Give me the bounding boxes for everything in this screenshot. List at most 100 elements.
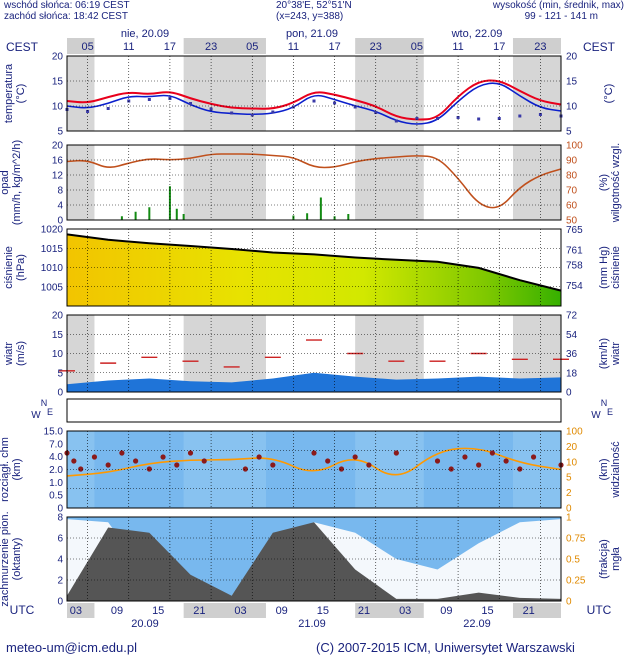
hour-label-top: 05 [246,41,258,53]
compass-w: W [31,410,41,421]
wind-axis-label-right: wiatr [610,342,622,367]
fog-axis-label: mgła [610,546,622,571]
y-tick-right: 765 [566,225,583,236]
footer-email[interactable]: meteo-um@icm.edu.pl [6,640,137,655]
cloud-base-dot [174,462,180,468]
ground-temp-line [66,82,562,125]
cloud-base-dot [311,450,317,456]
y-tick-left: 12 [52,171,64,182]
hour-label-top: 17 [164,41,176,53]
dew-point-marker [518,114,522,118]
cloud-base-dot [78,466,84,472]
dew-point-marker [477,117,481,121]
y-tick-left: 1015 [41,244,64,255]
pressure-line [66,233,562,292]
hour-label-bottom: 09 [276,605,288,617]
cloud-base-dot [105,462,111,468]
precip-bar [168,186,171,220]
visibility-tick: 2 [566,488,572,499]
fog-tick: 0 [566,597,572,608]
cloud-base-dot [242,466,248,472]
y-tick-right: 20 [566,52,578,63]
pressure-axis-label: ciśnienie [3,246,15,289]
dew-point-marker [333,101,337,105]
fog-axis-label: (frakcja) [598,539,610,579]
dew-point-marker [538,113,542,116]
panel-frame [66,55,562,132]
cloud-base-dot [270,462,276,468]
y-tick-left: 0 [57,597,63,608]
dew-point-marker [209,107,213,111]
cloud-base-dot [489,450,495,456]
pressure-axis-label-right: (mm Hg) [598,246,610,289]
compass-n-right: N [601,398,608,408]
y-tick-left: 4.0 [49,452,63,463]
y-tick-left: 8 [57,186,63,197]
hour-label-bottom: 21 [523,605,535,617]
dew-point-marker [250,113,254,117]
night-band [183,56,266,131]
humidity-tick: 80 [566,171,578,182]
cloud-base-dot [393,450,399,456]
pressure-area [67,234,561,306]
dew-point-marker [230,111,234,115]
y-tick-left: 6 [57,534,63,545]
precip-bar [148,207,151,220]
night-band [512,145,561,220]
temperature-axis-label-right: (°C) [603,84,615,104]
cloud-base-dot [146,466,152,472]
visibility-tick: 0 [566,504,572,515]
y-tick-left: 1020 [41,225,64,236]
sunrise-text: wschód słońca: 06:19 CEST [4,0,130,11]
panel-frame [66,144,562,221]
hour-label-top: 11 [452,41,463,53]
cloud-base-dot [187,450,194,456]
hour-label-bottom: 21 [193,605,205,617]
timeline-band [512,603,561,618]
pressure-axis-label: (hPa) [15,254,27,281]
humidity-tick: 90 [566,156,578,167]
footer-copyright: (C) 2007-2015 ICM, Uniwersytet Warszawsk… [316,640,575,655]
y-tick-left: 5 [57,368,63,379]
y-tick-right: 54 [566,330,578,341]
y-tick-left: 5 [57,127,63,138]
precip-bar [319,197,322,220]
y-tick-right: 5 [566,127,572,138]
y-tick-left: 2 [57,576,63,587]
hour-label-top: 05 [81,41,93,53]
coords-text: 20°38'E, 52°51'N [276,0,352,11]
precip-bar [306,213,309,220]
utc-right: UTC [587,603,612,617]
wind-axis-label-right: (km/h) [598,338,610,369]
visibility-axis-label: (km) [598,459,610,481]
y-tick-left: 16 [52,156,64,167]
y-tick-left: 7.0 [49,439,63,450]
timeline-band [183,38,266,54]
precip-bar [347,214,350,220]
y-tick-right: 36 [566,349,578,360]
night-band [67,56,95,131]
fog-tick: 0.25 [566,576,586,587]
cloudiness-axis-label: (oktanty) [11,538,23,581]
cloud-base-dot [338,466,345,472]
y-tick-left: 20 [52,141,64,152]
dew-point-marker [497,117,501,120]
day-label-top: pon, 21.09 [286,28,338,40]
cloud-base-dot [325,458,331,464]
hour-label-top: 17 [493,41,505,53]
tz-left: CEST [6,40,39,54]
fog-tick: 1 [566,513,572,524]
day-label-bottom: 21.09 [298,618,326,630]
cloud-base-dot [256,454,262,460]
compass-e: E [47,407,53,417]
compass-n: N [41,398,48,408]
panel-frame [66,314,562,393]
timeline-band [355,38,424,54]
cloud-base-dot [530,454,537,460]
panel-frame [66,228,562,307]
cloud-base-dot [119,450,125,456]
y-tick-right: 18 [566,368,578,379]
utc-left: UTC [10,603,35,617]
frame-layer [66,55,562,602]
